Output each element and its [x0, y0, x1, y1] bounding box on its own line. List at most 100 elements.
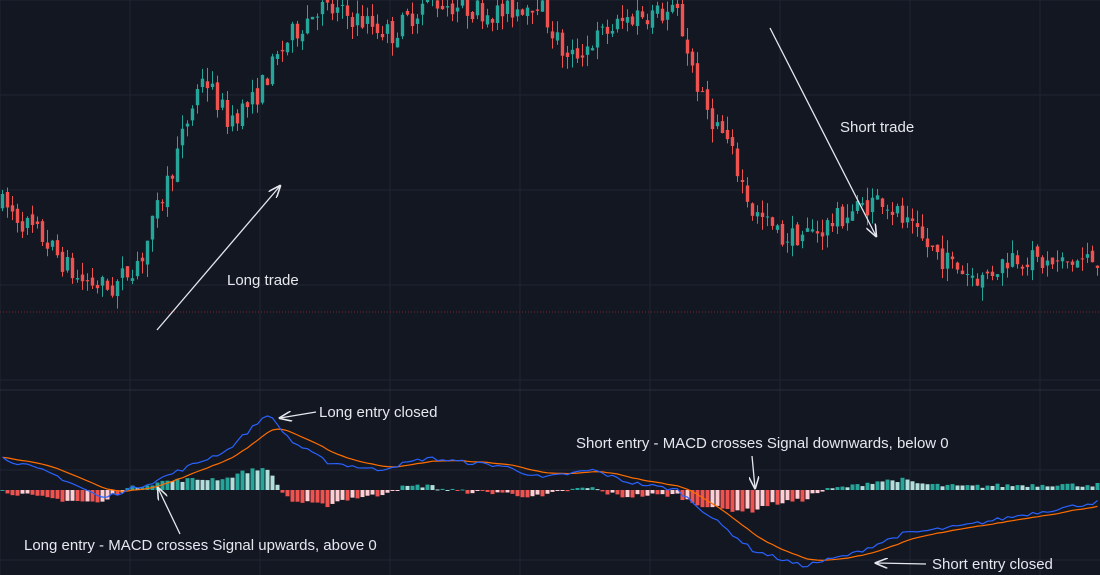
candle-body — [60, 251, 65, 272]
candle-body — [885, 209, 890, 211]
histogram-bar — [675, 490, 680, 494]
histogram-bar — [930, 484, 935, 490]
candle-body — [325, 0, 330, 3]
histogram-bar — [1020, 485, 1025, 490]
candle-body — [195, 89, 200, 106]
candle-body — [280, 49, 285, 52]
candle-body — [90, 277, 95, 286]
candle-body — [635, 10, 640, 26]
histogram-bar — [925, 484, 930, 490]
histogram-bar — [1040, 484, 1045, 490]
candle-body — [75, 278, 80, 280]
histogram-bar — [700, 490, 705, 508]
histogram-bar — [555, 490, 560, 492]
candle-body — [815, 231, 820, 234]
histogram-bar — [890, 480, 895, 490]
candle-body — [625, 17, 630, 23]
candle-body — [260, 75, 265, 103]
histogram-bar — [575, 487, 580, 490]
candle-body — [20, 221, 25, 232]
candle-body — [855, 200, 860, 211]
histogram-bar — [360, 490, 365, 498]
histogram-bar — [15, 490, 20, 496]
candle-body — [390, 21, 395, 44]
candle-body — [965, 273, 970, 276]
histogram-bar — [605, 490, 610, 495]
candle-body — [950, 256, 955, 260]
histogram-bar — [275, 484, 280, 490]
histogram-bar — [845, 487, 850, 490]
histogram-bar — [395, 490, 400, 491]
histogram-bar — [30, 490, 35, 495]
macd-histogram — [0, 468, 1100, 513]
histogram-bar — [280, 490, 285, 493]
histogram-bar — [545, 490, 550, 494]
histogram-bar — [270, 475, 275, 490]
candle-body — [510, 0, 515, 18]
candle-body — [370, 15, 375, 27]
candle-body — [275, 54, 280, 59]
candle-body — [220, 99, 225, 108]
histogram-bar — [345, 490, 350, 501]
histogram-bar — [615, 490, 620, 495]
histogram-bar — [215, 480, 220, 490]
histogram-bar — [855, 484, 860, 490]
histogram-bar — [415, 484, 420, 490]
candle-body — [840, 206, 845, 227]
candle-body — [265, 78, 270, 86]
short-entry-closed-label: Short entry closed — [932, 556, 1053, 573]
histogram-bar — [525, 490, 530, 498]
histogram-bar — [400, 485, 405, 490]
histogram-bar — [1075, 486, 1080, 490]
histogram-bar — [955, 485, 960, 490]
histogram-bar — [800, 490, 805, 502]
candle-body — [1035, 246, 1040, 257]
candle-body — [160, 202, 165, 204]
histogram-bar — [1050, 486, 1055, 490]
candle-body — [660, 8, 665, 21]
histogram-bar — [1070, 483, 1075, 490]
candle-body — [320, 1, 325, 15]
histogram-bar — [830, 488, 835, 490]
candle-body — [230, 115, 235, 127]
histogram-bar — [440, 488, 445, 490]
candle-body — [1075, 260, 1080, 268]
histogram-bar — [820, 490, 825, 492]
histogram-bar — [305, 490, 310, 502]
candle-body — [460, 0, 465, 6]
histogram-bar — [1060, 484, 1065, 490]
candle-body — [345, 5, 350, 16]
candle-body — [140, 257, 145, 262]
histogram-bar — [665, 490, 670, 497]
candle-body — [40, 221, 45, 242]
candle-body — [100, 277, 105, 286]
candle-body — [125, 266, 130, 278]
histogram-bar — [900, 477, 905, 490]
histogram-bar — [375, 490, 380, 497]
candle-body — [10, 205, 15, 212]
histogram-bar — [885, 479, 890, 490]
candle-body — [30, 214, 35, 226]
histogram-bar — [130, 485, 135, 490]
candle-body — [1085, 254, 1090, 258]
histogram-bar — [325, 490, 330, 508]
histogram-bar — [650, 490, 655, 494]
candle-body — [420, 3, 425, 15]
histogram-bar — [565, 490, 570, 492]
candle-body — [985, 271, 990, 274]
candle-body — [550, 31, 555, 39]
candle-body — [485, 15, 490, 25]
histogram-bar — [980, 487, 985, 490]
candle-body — [615, 18, 620, 30]
histogram-bar — [425, 484, 430, 490]
candle-body — [85, 280, 90, 282]
short-trade-label: Short trade — [840, 119, 914, 136]
candle-body — [175, 148, 180, 182]
histogram-bar — [450, 488, 455, 490]
candle-body — [930, 245, 935, 247]
candle-body — [845, 217, 850, 224]
candle-body — [980, 274, 985, 288]
histogram-bar — [350, 490, 355, 498]
candle-body — [1050, 257, 1055, 265]
